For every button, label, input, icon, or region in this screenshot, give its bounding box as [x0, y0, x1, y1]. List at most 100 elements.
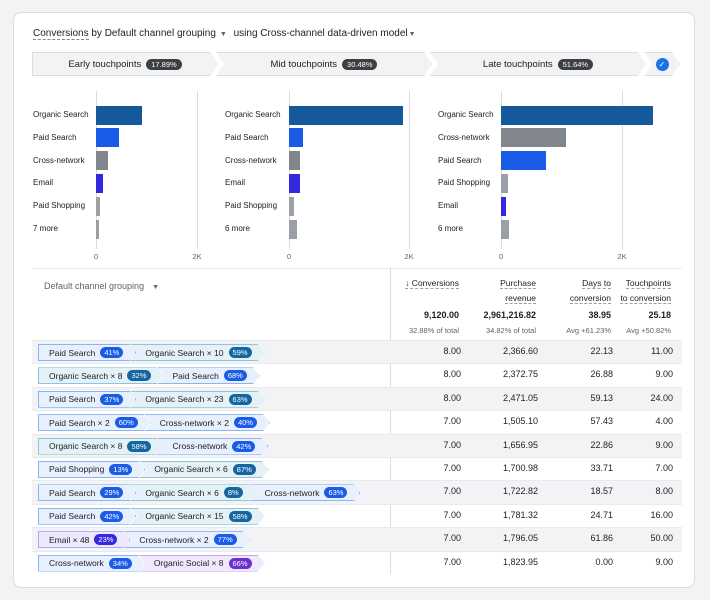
cell-value: 7.00 [443, 462, 461, 473]
channel-name: Email × 48 [49, 534, 90, 545]
bar-organic-search[interactable] [96, 105, 142, 125]
column-header[interactable]: Purchase revenue 2,961,216.82 34.82% of … [483, 276, 536, 338]
path-step-chip[interactable]: Cross-network × 2 40% [145, 414, 270, 431]
gridline [622, 91, 623, 249]
path-step-chip[interactable]: Organic Search × 23 63% [130, 391, 264, 408]
bar-6-more[interactable] [289, 219, 297, 239]
column-total-sub: Avg +50.82% [626, 326, 671, 335]
cell-value: 8.00 [443, 369, 461, 380]
bar-chart-0: 0 2K Organic Search Paid Search Cross-networ… [14, 91, 694, 271]
cell-value: 33.71 [590, 462, 613, 473]
path-step-chip[interactable]: Paid Search 42% [38, 508, 136, 525]
path-step-chip[interactable]: Paid Search 41% [38, 344, 136, 361]
table-row[interactable]: Paid Search × 2 60% Cross-network × 2 40% 7.… [32, 410, 682, 433]
table-row[interactable]: Paid Shopping 13% Organic Search × 6 87% 7.0… [32, 456, 682, 480]
bar-organic-search[interactable] [501, 105, 653, 125]
conversion-path: Paid Search 37% Organic Search × 23 63% [38, 391, 259, 408]
column-title-2: conversion [569, 293, 611, 304]
dimension-dropdown-icon[interactable]: ▼ [219, 31, 227, 38]
table-row[interactable]: Organic Search × 8 32% Paid Search 68% 8.00 2… [32, 363, 682, 386]
bar-paid-shopping[interactable] [501, 173, 508, 193]
cell-value: 1,656.95 [502, 439, 538, 450]
table-row[interactable]: Paid Search 42% Organic Search × 15 58% 7.00… [32, 503, 682, 527]
bar-cross-network[interactable] [96, 151, 109, 171]
channel-name: Paid Search [172, 370, 219, 381]
paths-table: Paid Search 41% Organic Search × 10 59% 8.00… [32, 340, 682, 574]
table-row[interactable]: Email × 48 23% Cross-network × 2 77% 7.00 1,7… [32, 527, 682, 551]
bar-paid-search[interactable] [501, 151, 547, 171]
step-early[interactable]: Early touchpoints 17.89% [32, 52, 218, 76]
path-step-chip[interactable]: Paid Search 29% [38, 484, 136, 501]
column-total: 25.18 [648, 310, 671, 320]
path-step-chip[interactable]: Organic Search × 8 32% [38, 367, 164, 384]
bar-cross-network[interactable] [501, 128, 567, 148]
bar-cross-network[interactable] [289, 151, 300, 171]
dimension-column-selector[interactable]: Default channel grouping ▼ [44, 281, 163, 291]
credit-badge: 32% [127, 370, 150, 381]
gridline [409, 91, 410, 249]
bar-email[interactable] [96, 173, 104, 193]
channel-name: Paid Search [49, 347, 96, 358]
channel-name: Organic Search × 6 [145, 487, 219, 498]
column-total: 2,961,216.82 [483, 310, 536, 320]
conversion-path: Paid Search 29% Organic Search × 6 8% Cross-… [38, 484, 354, 501]
bar-6-more[interactable] [501, 219, 509, 239]
path-step-chip[interactable]: Organic Search × 6 87% [139, 461, 269, 478]
path-step-chip[interactable]: Paid Search × 2 60% [38, 414, 151, 431]
cell-value: 8.00 [655, 486, 673, 497]
path-step-chip[interactable]: Email × 48 23% [38, 531, 130, 548]
cell-value: 1,796.05 [502, 533, 538, 544]
path-step-chip[interactable]: Paid Search 68% [158, 367, 260, 384]
conversion-path: Paid Shopping 13% Organic Search × 6 87% [38, 461, 263, 478]
column-total-sub: 32.88% of total [408, 326, 459, 335]
column-title: ↓ Conversions [405, 278, 459, 289]
bar-paid-search[interactable] [96, 128, 119, 148]
dimension-selector[interactable]: by Default channel grouping [91, 28, 216, 39]
column-header[interactable]: ↓ Conversions 9,120.00 32.88% of total [405, 276, 459, 338]
step-conversion[interactable]: ✓ [644, 52, 680, 76]
column-header[interactable]: Touchpoints to conversion 25.18 Avg +50.… [620, 276, 671, 338]
path-step-chip[interactable]: Organic Search × 10 59% [130, 344, 264, 361]
column-title: Purchase [500, 278, 536, 289]
path-step-chip[interactable]: Paid Shopping 13% [38, 461, 145, 478]
bar-7-more[interactable] [96, 219, 100, 239]
step-late[interactable]: Late touchpoints 51.64% [430, 52, 646, 76]
credit-badge: 68% [224, 370, 247, 381]
category-label: 6 more [438, 224, 463, 233]
path-step-chip[interactable]: Cross-network 34% [38, 555, 145, 572]
path-step-chip[interactable]: Cross-network × 2 77% [124, 531, 249, 548]
credit-badge: 66% [229, 558, 252, 569]
path-step-chip[interactable]: Organic Search × 6 8% [130, 484, 255, 501]
channel-name: Paid Search × 2 [49, 417, 110, 428]
step-pct: 30.48% [342, 59, 377, 70]
path-step-chip[interactable]: Paid Search 37% [38, 391, 136, 408]
path-step-chip[interactable]: Cross-network 63% [250, 484, 361, 501]
table-row[interactable]: Paid Search 41% Organic Search × 10 59% 8.00… [32, 340, 682, 364]
bar-email[interactable] [289, 173, 300, 193]
category-label: Email [33, 178, 54, 188]
path-step-chip[interactable]: Organic Search × 8 58% [38, 438, 164, 455]
bar-paid-search[interactable] [289, 128, 303, 148]
column-header[interactable]: Days to conversion 38.95 Avg +61.23% [566, 276, 611, 338]
model-dropdown-icon[interactable]: ▼ [408, 31, 416, 38]
table-row[interactable]: Paid Search 37% Organic Search × 23 63% 8.00… [32, 386, 682, 411]
table-row[interactable]: Cross-network 34% Organic Social × 8 66% 7.0… [32, 550, 682, 574]
table-row[interactable]: Organic Search × 8 58% Cross-network 42% 7.0… [32, 433, 682, 457]
category-label: Organic Search [438, 110, 494, 119]
channel-name: Organic Search × 15 [145, 511, 224, 522]
gridline [197, 91, 198, 249]
bar-organic-search[interactable] [289, 105, 403, 125]
path-step-chip[interactable]: Organic Search × 15 58% [130, 508, 264, 525]
path-step-chip[interactable]: Cross-network 42% [158, 438, 269, 455]
path-step-chip[interactable]: Organic Social × 8 66% [139, 555, 265, 572]
cell-value: 0.00 [595, 556, 613, 567]
category-label: Email [225, 178, 246, 188]
step-mid[interactable]: Mid touchpoints 30.48% [216, 52, 432, 76]
credit-badge: 8% [224, 487, 243, 498]
bar-email[interactable] [501, 196, 507, 216]
model-selector[interactable]: using Cross-channel data-driven model [233, 28, 408, 39]
table-row[interactable]: Paid Search 29% Organic Search × 6 8% Cross-… [32, 480, 682, 504]
metric-selector[interactable]: Conversions [33, 28, 89, 40]
bar-paid-shopping[interactable] [289, 196, 294, 216]
bar-paid-shopping[interactable] [96, 196, 101, 216]
